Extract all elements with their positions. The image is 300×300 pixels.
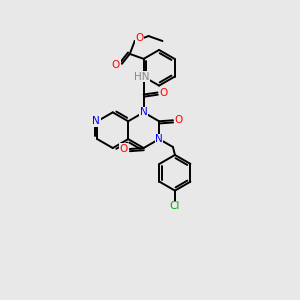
Text: N: N bbox=[140, 107, 148, 117]
Text: O: O bbox=[159, 88, 168, 98]
Text: HN: HN bbox=[134, 72, 149, 82]
Text: N: N bbox=[92, 116, 100, 126]
Text: O: O bbox=[136, 33, 144, 43]
Text: Cl: Cl bbox=[170, 202, 180, 212]
Text: O: O bbox=[112, 60, 120, 70]
Text: N: N bbox=[155, 134, 163, 144]
Text: O: O bbox=[175, 115, 183, 125]
Text: O: O bbox=[120, 144, 128, 154]
